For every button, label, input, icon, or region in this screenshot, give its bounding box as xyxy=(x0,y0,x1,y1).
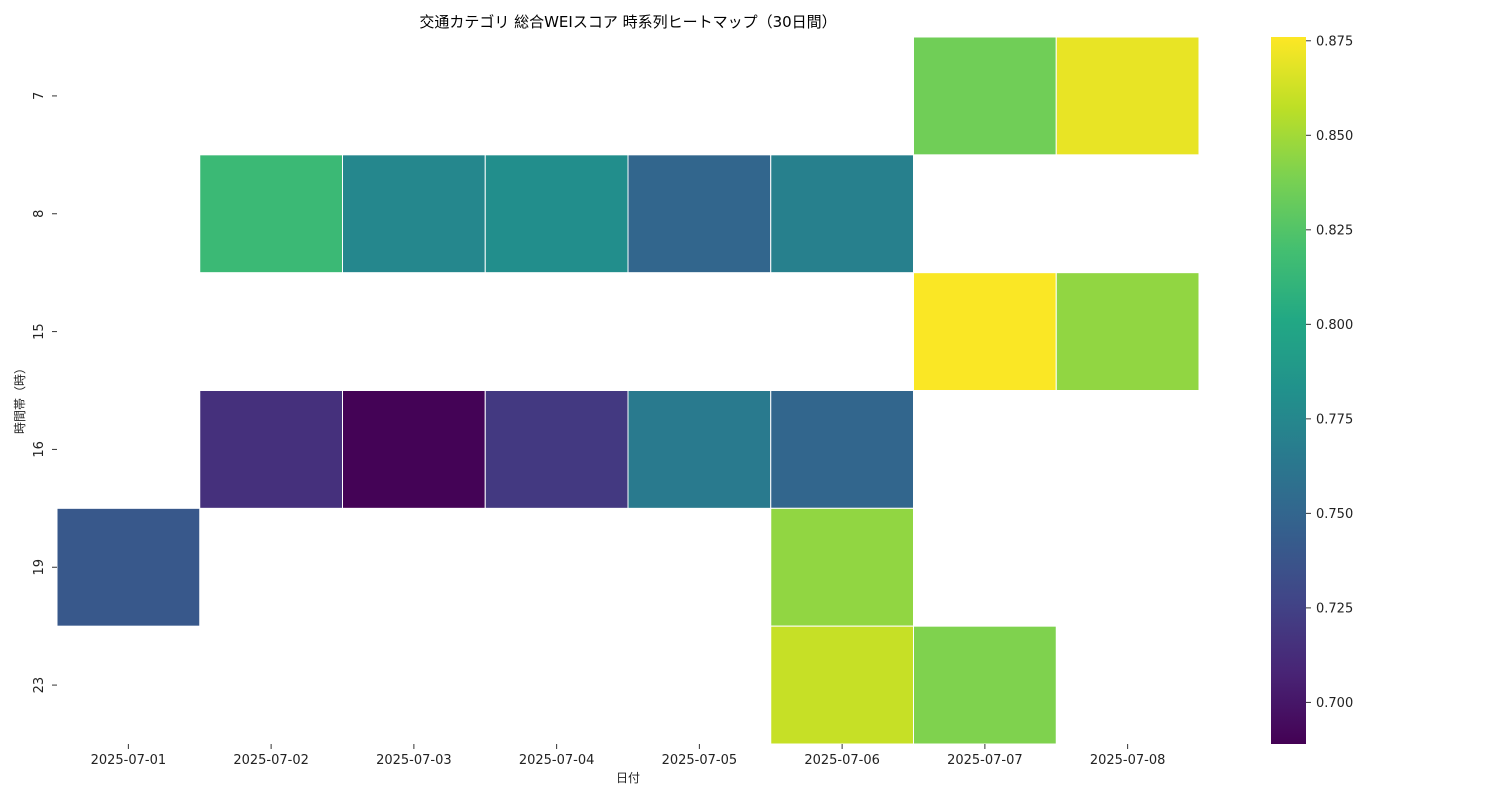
y-tick-label: 15 xyxy=(32,323,47,340)
y-tick-label: 16 xyxy=(32,441,47,458)
y-axis-label: 時間帯（時） xyxy=(13,362,27,434)
heatmap-cell xyxy=(484,154,629,274)
colorbar-tick-label: 0.775 xyxy=(1316,412,1353,427)
heatmap-cell xyxy=(627,154,772,274)
heatmap-cell xyxy=(342,154,486,274)
heatmap-cell xyxy=(342,390,486,509)
colorbar-tick-label: 0.725 xyxy=(1316,601,1353,616)
heatmap-cell xyxy=(770,154,914,274)
colorbar-tick-label: 0.875 xyxy=(1316,34,1353,49)
chart-title: 交通カテゴリ 総合WEIスコア 時系列ヒートマップ（30日間） xyxy=(419,13,836,31)
x-tick-label: 2025-07-06 xyxy=(804,753,880,768)
x-tick-label: 2025-07-04 xyxy=(519,753,595,768)
y-axis: 7 8 15 16 19 23 xyxy=(32,92,57,694)
heatmap-cell xyxy=(770,625,914,745)
colorbar-tick-label: 0.700 xyxy=(1316,696,1353,711)
colorbar-tick-label: 0.800 xyxy=(1316,318,1353,333)
heatmap-cell xyxy=(1055,272,1200,391)
y-tick-label: 8 xyxy=(32,210,47,218)
heatmap-cell xyxy=(913,272,1057,391)
heatmap-cell xyxy=(199,154,343,274)
y-tick-label: 19 xyxy=(32,559,47,576)
x-tick-label: 2025-07-07 xyxy=(947,753,1023,768)
heatmap-cell xyxy=(913,625,1057,745)
heatmap-cell xyxy=(484,390,629,509)
x-tick-label: 2025-07-08 xyxy=(1090,753,1166,768)
x-tick-label: 2025-07-01 xyxy=(91,753,167,768)
heatmap-cells xyxy=(56,36,1200,745)
y-tick-label: 7 xyxy=(32,92,47,100)
x-tick-label: 2025-07-05 xyxy=(662,753,738,768)
colorbar-tick-label: 0.825 xyxy=(1316,223,1353,238)
x-tick-label: 2025-07-03 xyxy=(376,753,452,768)
heatmap-cell xyxy=(770,507,914,627)
heatmap-cell xyxy=(56,507,201,627)
x-axis: 2025-07-01 2025-07-02 2025-07-03 2025-07-04… xyxy=(91,744,1166,768)
colorbar xyxy=(1271,37,1306,744)
heatmap-cell xyxy=(1055,36,1200,156)
x-axis-label: 日付 xyxy=(616,771,640,785)
x-tick-label: 2025-07-02 xyxy=(233,753,309,768)
heatmap-cell xyxy=(913,36,1057,156)
colorbar-tick-label: 0.750 xyxy=(1316,507,1353,522)
heatmap-cell xyxy=(770,390,914,509)
heatmap-cell xyxy=(199,390,343,509)
y-tick-label: 23 xyxy=(32,677,47,694)
heatmap-cell xyxy=(627,390,772,509)
colorbar-ticks: 0.700 0.725 0.750 0.775 0.800 0.825 0.850 0.875 xyxy=(1306,34,1353,711)
colorbar-tick-label: 0.850 xyxy=(1316,129,1353,144)
